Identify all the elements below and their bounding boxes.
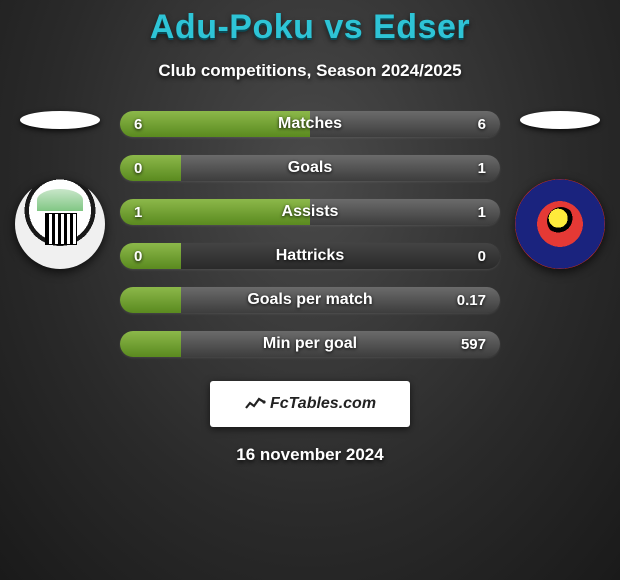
bar-value-right: 1 <box>446 204 486 221</box>
stat-bar: 0Goals1 <box>120 155 500 181</box>
date-text: 16 november 2024 <box>0 445 620 465</box>
bar-stat-name: Matches <box>174 115 446 133</box>
bar-stat-name: Hattricks <box>174 247 446 265</box>
bar-labels: Goals per match0.17 <box>120 287 500 313</box>
bar-stat-name: Min per goal <box>174 335 446 353</box>
comparison-panel: 6Matches60Goals11Assists10Hattricks0Goal… <box>0 111 620 357</box>
bar-stat-name: Assists <box>174 203 446 221</box>
flag-left <box>20 111 100 129</box>
club-badge-right <box>515 179 605 269</box>
subtitle: Club competitions, Season 2024/2025 <box>0 61 620 81</box>
bar-value-left: 1 <box>134 204 174 221</box>
bar-labels: 6Matches6 <box>120 111 500 137</box>
player-left-side <box>10 111 110 269</box>
player-right-side <box>510 111 610 269</box>
bar-value-left: 0 <box>134 160 174 177</box>
bar-labels: 1Assists1 <box>120 199 500 225</box>
bar-labels: 0Hattricks0 <box>120 243 500 269</box>
stat-bar: Min per goal597 <box>120 331 500 357</box>
bar-value-right: 0 <box>446 248 486 265</box>
bar-labels: Min per goal597 <box>120 331 500 357</box>
club-badge-left <box>15 179 105 269</box>
page-title: Adu-Poku vs Edser <box>0 8 620 47</box>
brand-text: FcTables.com <box>270 395 376 413</box>
bar-value-right: 1 <box>446 160 486 177</box>
bar-stat-name: Goals <box>174 159 446 177</box>
bar-value-left: 0 <box>134 248 174 265</box>
bar-stat-name: Goals per match <box>174 291 446 309</box>
bar-value-right: 0.17 <box>446 292 486 309</box>
bar-value-right: 597 <box>446 336 486 353</box>
bar-value-right: 6 <box>446 116 486 133</box>
brand-badge: FcTables.com <box>210 381 410 427</box>
stat-bars: 6Matches60Goals11Assists10Hattricks0Goal… <box>120 111 500 357</box>
bar-value-left: 6 <box>134 116 174 133</box>
bar-labels: 0Goals1 <box>120 155 500 181</box>
stat-bar: 6Matches6 <box>120 111 500 137</box>
stat-bar: 1Assists1 <box>120 199 500 225</box>
stat-bar: 0Hattricks0 <box>120 243 500 269</box>
stat-bar: Goals per match0.17 <box>120 287 500 313</box>
flag-right <box>520 111 600 129</box>
brand-icon <box>244 394 266 414</box>
